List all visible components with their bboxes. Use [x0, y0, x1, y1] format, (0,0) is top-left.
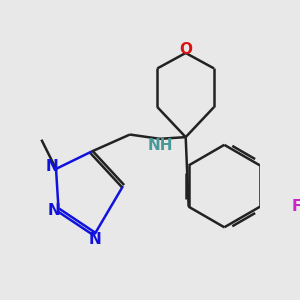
Text: NH: NH: [148, 138, 173, 153]
Text: F: F: [291, 199, 300, 214]
Text: N: N: [88, 232, 101, 247]
Text: O: O: [179, 42, 192, 57]
Text: N: N: [48, 202, 60, 217]
Text: N: N: [46, 159, 58, 174]
